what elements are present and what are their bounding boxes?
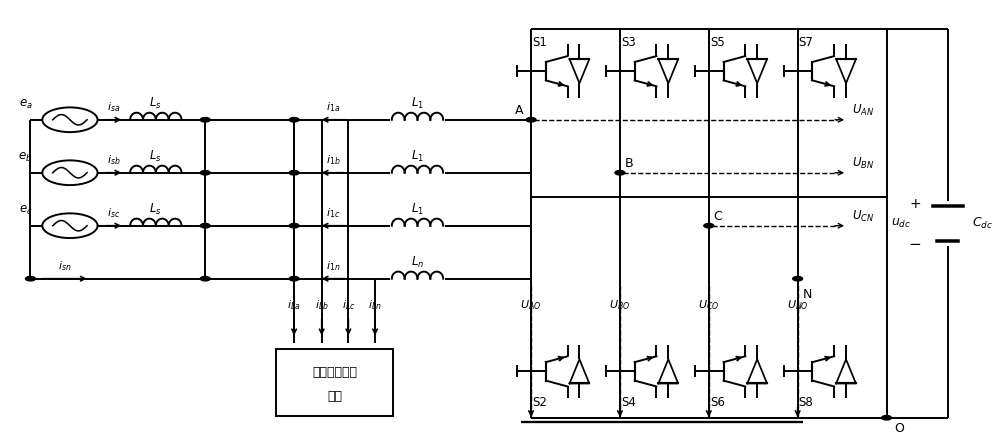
- Text: $L_1$: $L_1$: [411, 96, 424, 111]
- Text: S5: S5: [710, 36, 725, 49]
- Text: B: B: [625, 157, 633, 170]
- Text: $U_{NO}$: $U_{NO}$: [787, 298, 809, 312]
- Text: $U_{CN}$: $U_{CN}$: [852, 208, 874, 224]
- Text: $i_{Lb}$: $i_{Lb}$: [315, 298, 329, 312]
- Circle shape: [793, 277, 803, 281]
- Text: O: O: [894, 422, 904, 435]
- Text: $U_{BN}$: $U_{BN}$: [852, 156, 874, 171]
- Circle shape: [200, 118, 210, 122]
- Circle shape: [882, 416, 891, 420]
- Text: $C_{dc}$: $C_{dc}$: [972, 216, 993, 231]
- Text: $i_{sa}$: $i_{sa}$: [107, 101, 120, 114]
- Text: N: N: [803, 287, 812, 301]
- Text: C: C: [714, 211, 722, 224]
- Text: 非线性不平衡: 非线性不平衡: [312, 366, 357, 379]
- Text: S4: S4: [621, 396, 636, 409]
- Text: $i_{sn}$: $i_{sn}$: [58, 259, 72, 273]
- Text: $L_1$: $L_1$: [411, 149, 424, 164]
- Text: $L_n$: $L_n$: [411, 255, 424, 270]
- Circle shape: [289, 118, 299, 122]
- Circle shape: [704, 224, 714, 228]
- Text: S1: S1: [532, 36, 547, 49]
- Text: $i_{1c}$: $i_{1c}$: [326, 207, 341, 220]
- Text: S6: S6: [710, 396, 725, 409]
- Text: $i_{sc}$: $i_{sc}$: [107, 207, 120, 220]
- Circle shape: [289, 224, 299, 228]
- Circle shape: [200, 224, 210, 228]
- Text: $L_s$: $L_s$: [149, 96, 162, 111]
- Text: $i_{1a}$: $i_{1a}$: [326, 101, 341, 114]
- Text: $i_{Ln}$: $i_{Ln}$: [368, 298, 382, 312]
- Circle shape: [25, 277, 35, 281]
- Circle shape: [200, 277, 210, 281]
- Text: S2: S2: [532, 396, 547, 409]
- Circle shape: [289, 170, 299, 175]
- Text: −: −: [909, 237, 922, 252]
- Text: $U_{AO}$: $U_{AO}$: [520, 298, 542, 312]
- Text: $i_{1n}$: $i_{1n}$: [326, 259, 341, 273]
- Text: S3: S3: [621, 36, 636, 49]
- Text: $e_a$: $e_a$: [19, 98, 32, 111]
- Text: S8: S8: [799, 396, 813, 409]
- Text: $U_{AN}$: $U_{AN}$: [852, 102, 874, 118]
- Text: A: A: [515, 105, 523, 118]
- Text: $e_b$: $e_b$: [18, 151, 32, 164]
- Text: $e_c$: $e_c$: [19, 204, 32, 217]
- Text: $i_{Lc}$: $i_{Lc}$: [342, 298, 355, 312]
- Text: $L_1$: $L_1$: [411, 202, 424, 217]
- Text: $u_{dc}$: $u_{dc}$: [891, 217, 911, 230]
- Text: $i_{1b}$: $i_{1b}$: [326, 153, 341, 167]
- Circle shape: [289, 277, 299, 281]
- Text: $U_{BO}$: $U_{BO}$: [609, 298, 631, 312]
- Text: $L_s$: $L_s$: [149, 149, 162, 164]
- Circle shape: [615, 170, 625, 175]
- Text: $L_s$: $L_s$: [149, 202, 162, 217]
- Bar: [276, 349, 393, 416]
- Circle shape: [200, 170, 210, 175]
- Text: $U_{CO}$: $U_{CO}$: [698, 298, 719, 312]
- Text: $i_{La}$: $i_{La}$: [287, 298, 301, 312]
- Text: +: +: [909, 197, 921, 211]
- Text: 负载: 负载: [327, 391, 342, 404]
- Text: $i_{sb}$: $i_{sb}$: [107, 153, 120, 167]
- Circle shape: [526, 118, 536, 122]
- Text: S7: S7: [799, 36, 814, 49]
